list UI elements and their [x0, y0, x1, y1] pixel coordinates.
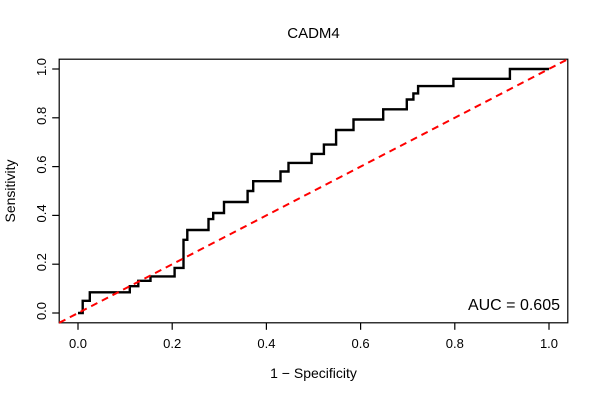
chance-diagonal-line — [58, 58, 569, 324]
y-axis-tick-label: 0.6 — [34, 156, 49, 174]
y-axis-tick-label: 0.8 — [34, 107, 49, 125]
series-layer — [58, 58, 569, 324]
x-axis-tick-label: 0.4 — [257, 336, 275, 351]
y-axis-tick-label: 0.0 — [34, 302, 49, 320]
plot-title: CADM4 — [287, 25, 340, 42]
axis-ticks-layer: 0.0 0.2 0.4 0.6 0.8 1.0 0.0 0.2 0.4 0.6 0.8 1.0 — [34, 58, 558, 351]
x-axis-tick-label: 1.0 — [540, 336, 558, 351]
y-axis-tick-label: 1.0 — [34, 58, 49, 76]
x-axis-tick-label: 0.8 — [446, 336, 464, 351]
y-axis-tick-label: 0.4 — [34, 204, 49, 222]
y-axis-tick-label: 0.2 — [34, 253, 49, 271]
x-axis-tick-label: 0.2 — [163, 336, 181, 351]
plot-box-border — [58, 58, 569, 324]
auc-annotation: AUC = 0.605 — [468, 297, 560, 314]
x-axis-tick-label: 0.6 — [352, 336, 370, 351]
x-axis-tick-label: 0.0 — [69, 336, 87, 351]
roc-curve-line — [78, 67, 549, 315]
y-axis-label: Sensitivity — [2, 159, 18, 222]
x-axis-label: 1 − Specificity — [270, 365, 357, 381]
